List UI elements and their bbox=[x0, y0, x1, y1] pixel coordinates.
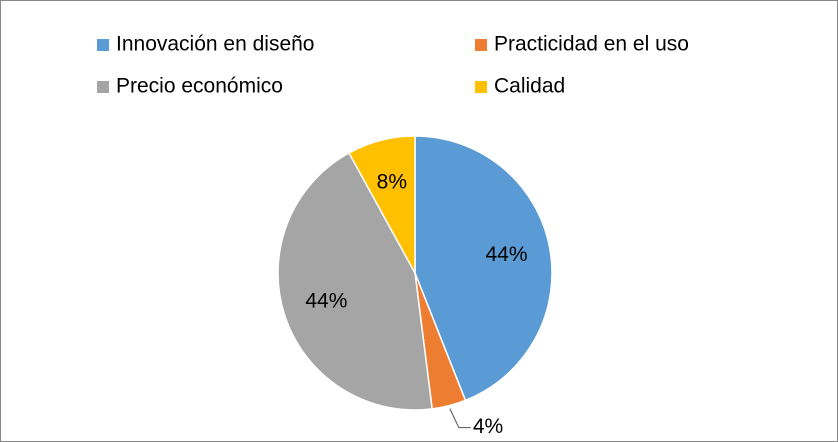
legend-swatch bbox=[475, 81, 487, 93]
legend-label: Calidad bbox=[494, 75, 565, 98]
legend-swatch bbox=[97, 81, 109, 93]
leader-line bbox=[449, 408, 471, 429]
data-label: 8% bbox=[377, 170, 407, 193]
data-label: 4% bbox=[473, 415, 503, 438]
data-label: 44% bbox=[305, 289, 347, 312]
pie-slice bbox=[347, 135, 416, 274]
legend-label: Innovación en diseño bbox=[116, 33, 315, 56]
legend-swatch bbox=[475, 39, 487, 51]
pie-slice bbox=[277, 151, 434, 411]
legend-label: Practicidad en el uso bbox=[494, 33, 689, 56]
legend-swatch bbox=[97, 39, 109, 51]
legend-label: Precio económico bbox=[116, 75, 283, 98]
data-label: 44% bbox=[485, 243, 527, 266]
pie-slice bbox=[414, 135, 553, 402]
